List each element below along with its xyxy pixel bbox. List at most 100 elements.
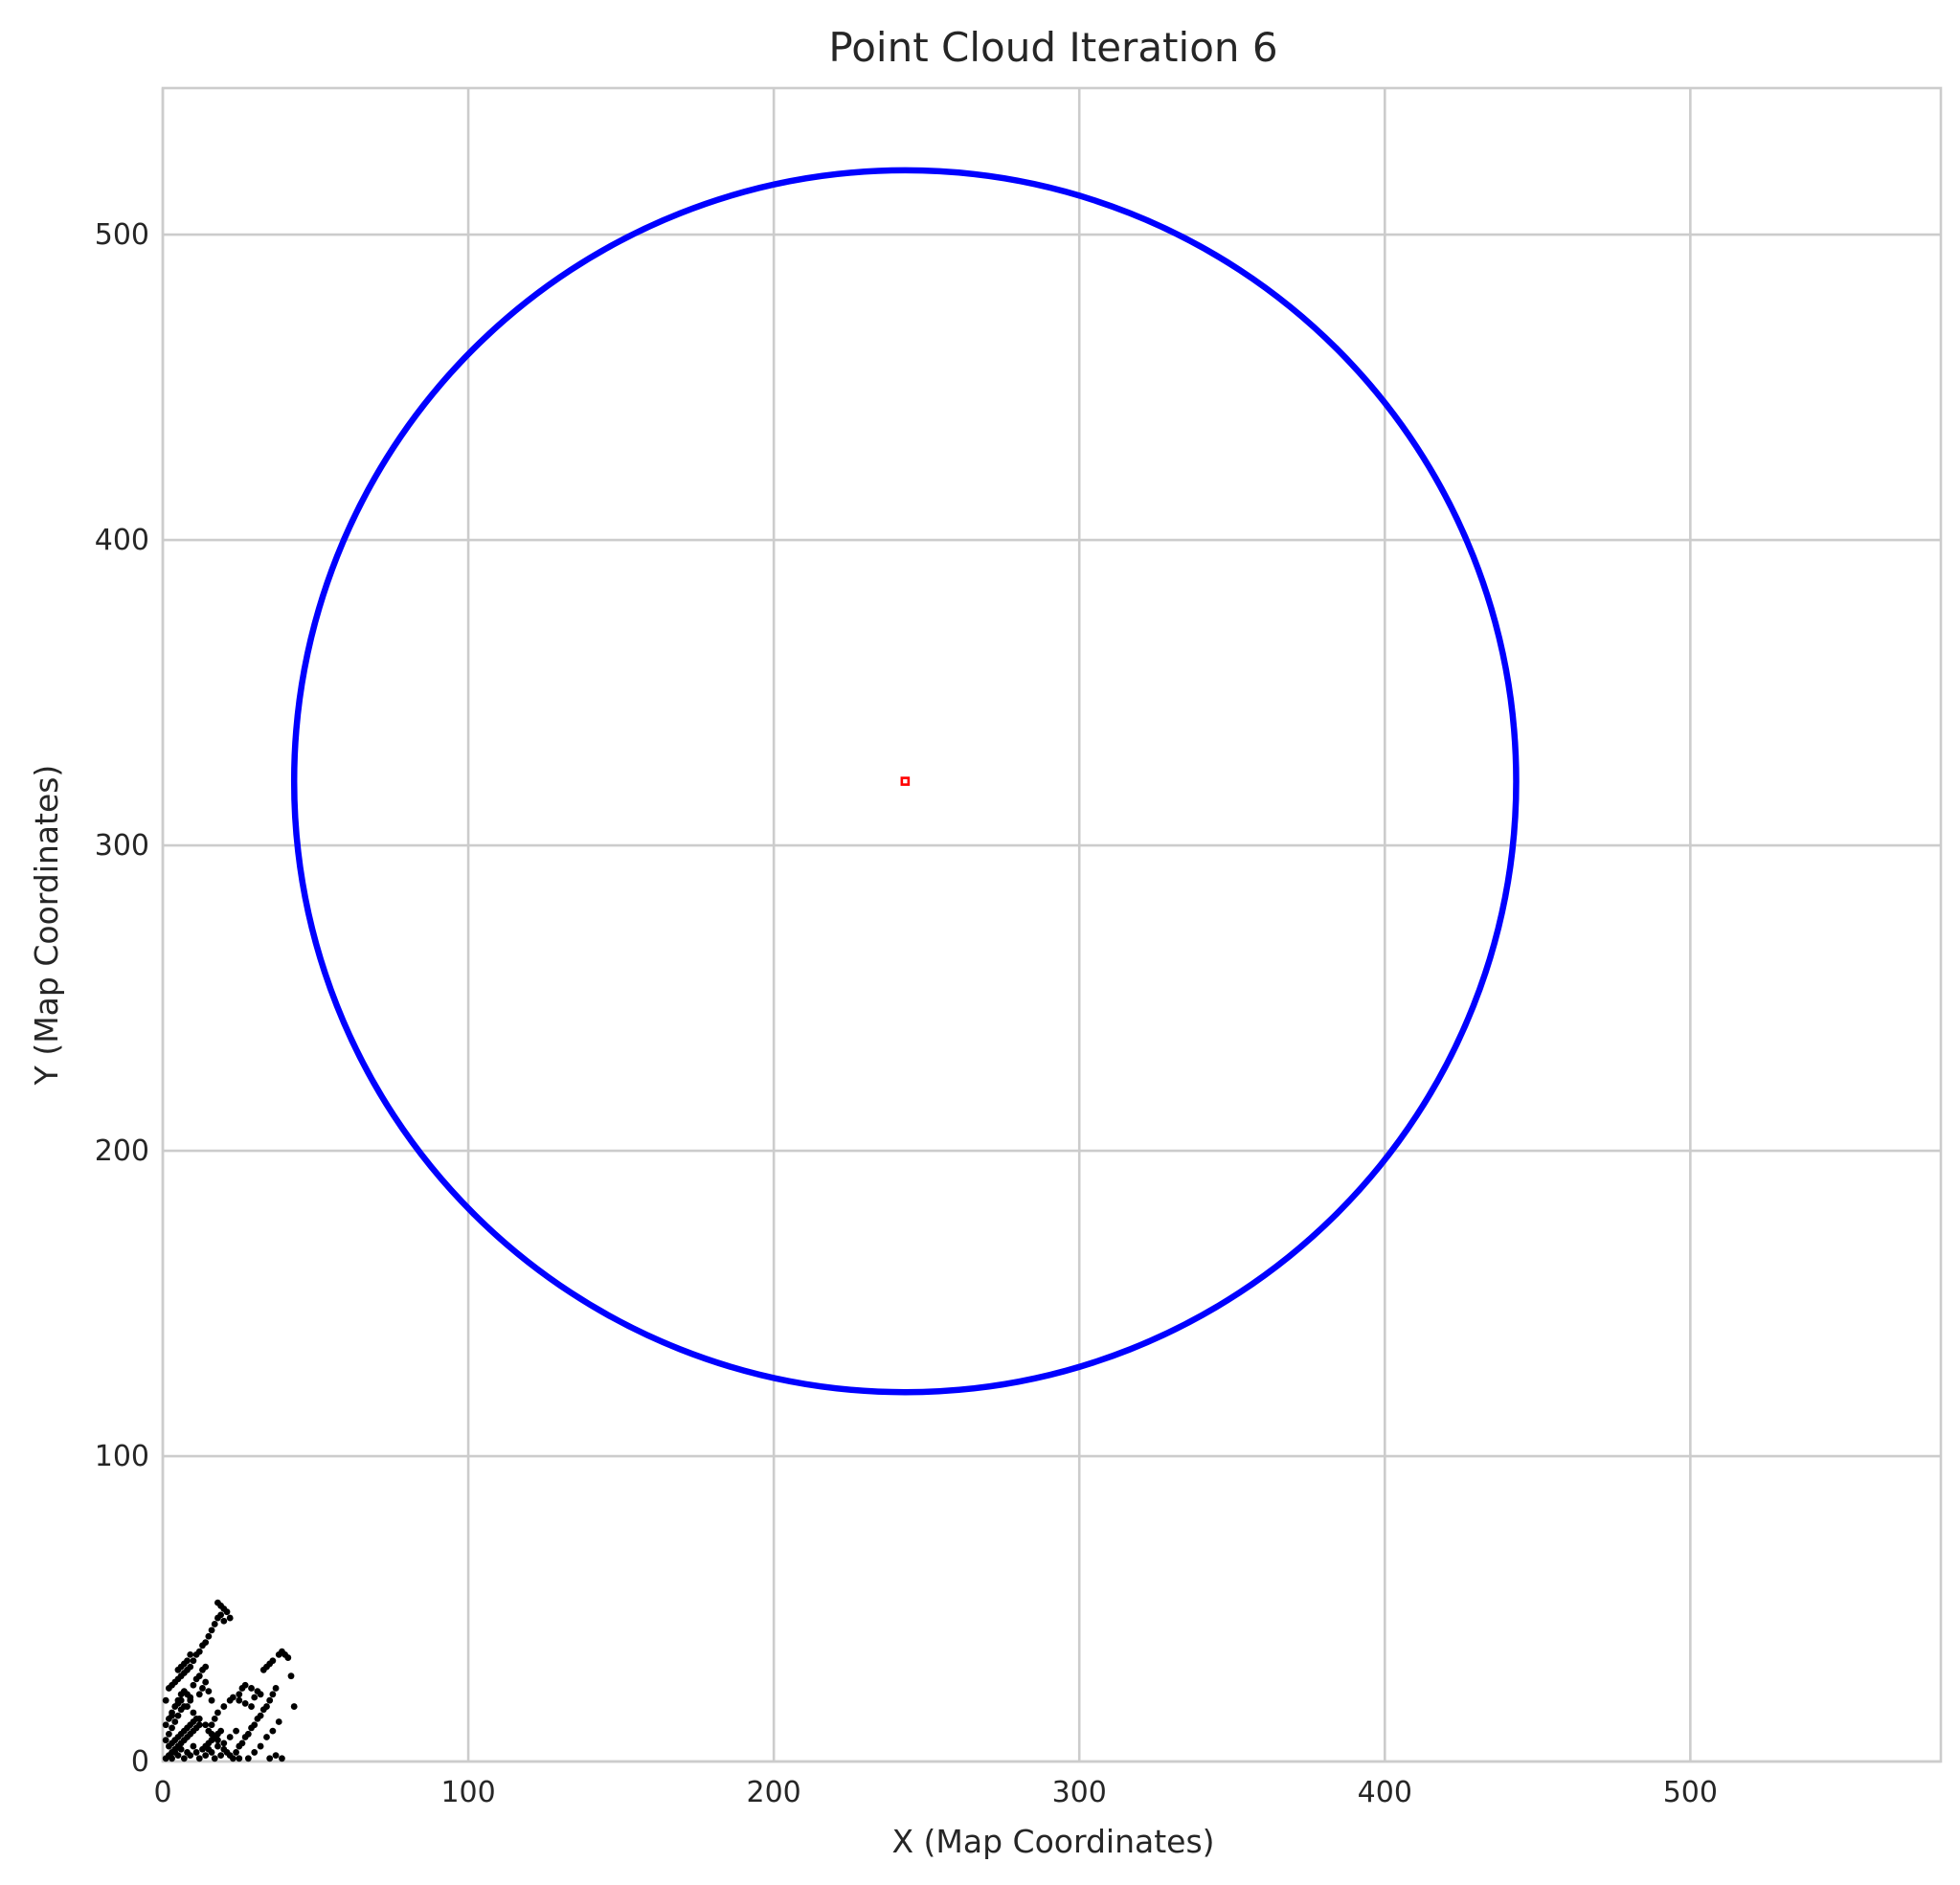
point: [195, 1672, 203, 1680]
point: [269, 1727, 277, 1735]
point: [174, 1712, 182, 1719]
point: [241, 1681, 249, 1689]
point: [208, 1696, 215, 1704]
point: [217, 1602, 225, 1609]
point: [229, 1694, 237, 1701]
point: [266, 1696, 274, 1704]
point: [208, 1721, 215, 1729]
point: [205, 1632, 213, 1640]
y-tick-labels: 0 100 200 300 400 500: [95, 218, 149, 1779]
point: [244, 1730, 252, 1738]
point: [272, 1685, 280, 1692]
point: [269, 1691, 277, 1698]
point: [217, 1611, 225, 1619]
point: [162, 1696, 169, 1704]
point: [251, 1749, 259, 1756]
chart-title: Point Cloud Iteration 6: [828, 24, 1277, 71]
x-tick-label: 200: [747, 1776, 801, 1809]
y-tick-label: 0: [131, 1745, 149, 1779]
point: [217, 1752, 225, 1760]
point: [184, 1657, 191, 1665]
point: [162, 1737, 169, 1744]
fitted-circle: [290, 167, 1520, 1396]
point: [190, 1709, 197, 1717]
point: [211, 1755, 218, 1762]
point: [248, 1685, 255, 1692]
point: [187, 1650, 194, 1658]
x-tick-label: 100: [440, 1776, 495, 1809]
point: [187, 1752, 194, 1760]
y-tick-label: 100: [95, 1440, 149, 1473]
point: [284, 1654, 292, 1661]
plot-frame: [161, 86, 1943, 1763]
point: [174, 1696, 182, 1704]
point: [205, 1745, 213, 1753]
point: [195, 1755, 203, 1762]
x-tick-labels: 0 100 200 300 400 500: [153, 1776, 1718, 1809]
y-tick-label: 300: [95, 829, 149, 863]
point: [217, 1727, 225, 1735]
point: [236, 1755, 243, 1762]
point: [287, 1672, 295, 1680]
point: [174, 1752, 182, 1760]
point: [220, 1739, 228, 1747]
point: [199, 1685, 206, 1692]
point: [223, 1608, 231, 1616]
point: [205, 1688, 213, 1695]
point: [266, 1755, 274, 1762]
point: [226, 1614, 234, 1622]
point: [190, 1657, 197, 1665]
point: [236, 1696, 243, 1704]
point: [184, 1703, 191, 1710]
point: [220, 1617, 228, 1625]
point: [202, 1678, 210, 1686]
point: [195, 1715, 203, 1722]
point: [214, 1709, 221, 1717]
point: [180, 1755, 188, 1762]
x-tick-label: 500: [1663, 1776, 1718, 1809]
point: [241, 1699, 249, 1707]
point: [275, 1718, 282, 1725]
point: [195, 1721, 203, 1729]
point: [171, 1703, 179, 1710]
circle-center-marker: [900, 776, 911, 786]
point: [257, 1712, 264, 1719]
point: [211, 1715, 218, 1722]
point: [272, 1752, 280, 1760]
x-tick-label: 0: [153, 1776, 171, 1809]
point: [251, 1721, 259, 1729]
point: [251, 1694, 259, 1701]
y-tick-label: 400: [95, 524, 149, 557]
point: [162, 1721, 169, 1729]
y-tick-label: 200: [95, 1134, 149, 1168]
point: [192, 1749, 200, 1756]
point: [171, 1718, 179, 1725]
point: [195, 1691, 203, 1698]
point: [187, 1694, 194, 1701]
point: [202, 1663, 210, 1671]
point: [226, 1734, 234, 1740]
y-axis-label: Y (Map Coordinates): [28, 765, 65, 1087]
point: [220, 1703, 228, 1710]
point: [187, 1663, 194, 1671]
y-tick-label: 500: [95, 218, 149, 252]
x-tick-label: 400: [1358, 1776, 1412, 1809]
point: [233, 1727, 239, 1735]
x-axis-label: X (Map Coordinates): [891, 1823, 1214, 1860]
point: [229, 1755, 237, 1762]
point: [202, 1752, 210, 1760]
point: [214, 1742, 221, 1750]
point-cloud: [162, 1599, 298, 1762]
point: [211, 1621, 218, 1627]
point: [208, 1627, 215, 1634]
point: [269, 1657, 277, 1665]
point: [169, 1709, 175, 1717]
point: [233, 1749, 239, 1756]
point: [244, 1755, 252, 1762]
point: [169, 1724, 175, 1732]
point: [257, 1691, 264, 1698]
point: [290, 1703, 298, 1710]
point: [238, 1739, 246, 1747]
point: [165, 1730, 172, 1738]
